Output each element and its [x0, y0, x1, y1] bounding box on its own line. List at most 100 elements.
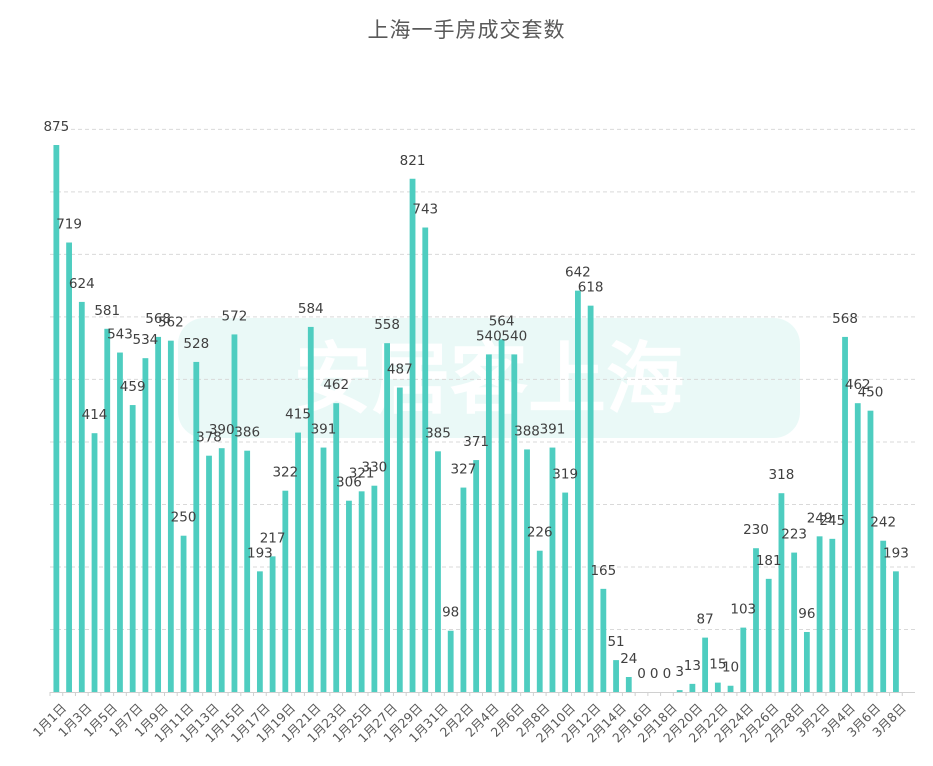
data-label: 217 [260, 530, 286, 546]
data-label: 319 [552, 467, 578, 483]
data-label: 181 [756, 553, 782, 569]
bar [91, 433, 98, 692]
data-label: 250 [171, 510, 197, 526]
bar [473, 460, 480, 692]
bar [384, 343, 390, 692]
bar [524, 449, 530, 692]
data-label: 327 [451, 462, 477, 478]
bar [104, 328, 111, 692]
data-label: 15 [709, 657, 726, 673]
data-label: 223 [781, 527, 807, 543]
bar [485, 354, 492, 692]
data-label: 581 [94, 303, 120, 319]
bar [536, 550, 543, 692]
data-label: 318 [769, 467, 795, 483]
bar [791, 552, 798, 692]
bar [803, 631, 810, 692]
data-label: 572 [222, 308, 248, 324]
bar [117, 352, 123, 692]
data-label: 543 [107, 327, 133, 343]
data-label: 415 [285, 407, 311, 423]
data-label: 321 [349, 465, 375, 481]
data-label: 13 [684, 658, 701, 674]
data-label: 462 [845, 377, 871, 393]
data-label: 306 [336, 475, 362, 491]
data-label: 87 [697, 612, 714, 628]
data-label: 459 [120, 379, 146, 395]
bar [193, 361, 200, 692]
data-label: 386 [234, 425, 260, 441]
bar [613, 660, 619, 692]
bar [587, 305, 594, 692]
bar [880, 540, 887, 692]
bar [702, 637, 709, 692]
data-label: 24 [620, 651, 637, 667]
bar [231, 334, 238, 692]
data-label: 391 [540, 422, 566, 438]
bar [78, 301, 85, 692]
data-label: 193 [883, 545, 909, 561]
bar [244, 450, 251, 692]
bar [53, 145, 60, 692]
data-label: 230 [743, 522, 769, 538]
bar [829, 538, 836, 692]
bar [600, 588, 607, 692]
data-label: 330 [361, 460, 387, 476]
value-labels: 8757196244145815434595345685622505283783… [43, 119, 908, 682]
bar [867, 410, 874, 692]
data-label: 462 [323, 377, 349, 393]
data-label: 624 [69, 276, 95, 292]
data-label: 528 [183, 336, 209, 352]
bar [295, 432, 301, 692]
bar [753, 548, 759, 692]
data-label: 322 [272, 465, 298, 481]
bar [269, 556, 276, 692]
bar [206, 455, 212, 692]
data-label: 98 [442, 605, 459, 621]
bar [498, 339, 505, 692]
data-label: 96 [798, 606, 815, 622]
data-label: 165 [590, 563, 616, 579]
data-label: 390 [209, 422, 235, 438]
data-label: 193 [247, 545, 273, 561]
bar [409, 178, 416, 693]
data-label: 226 [527, 525, 553, 541]
bar [842, 336, 848, 692]
bar [625, 676, 632, 692]
data-label: 540 [476, 328, 502, 344]
bar [562, 492, 569, 692]
data-label: 618 [578, 280, 604, 296]
data-label: 378 [196, 430, 222, 446]
bar [435, 451, 441, 692]
data-label: 540 [501, 328, 527, 344]
bar [282, 490, 289, 692]
data-label: 385 [425, 425, 451, 441]
data-label: 568 [145, 311, 171, 327]
bar [727, 685, 734, 692]
data-label: 562 [158, 315, 184, 331]
bar [371, 485, 378, 692]
bar [447, 630, 454, 692]
data-label: 564 [489, 313, 515, 329]
bar [689, 683, 696, 692]
data-label: 450 [858, 385, 884, 401]
bar [511, 354, 518, 692]
data-label: 568 [832, 311, 858, 327]
data-label: 487 [387, 362, 413, 378]
data-label: 0 [650, 666, 659, 682]
data-label: 3 [675, 664, 684, 680]
data-label: 743 [412, 202, 438, 218]
bar [854, 403, 861, 692]
bar [167, 340, 174, 692]
bar [765, 578, 772, 692]
data-label: 821 [400, 153, 426, 169]
data-label: 249 [807, 510, 833, 526]
data-label: 414 [82, 407, 108, 423]
bar [129, 405, 136, 692]
bar [396, 387, 403, 692]
bar [358, 491, 365, 692]
data-label: 51 [607, 634, 624, 650]
data-label: 242 [870, 515, 896, 531]
data-label: 584 [298, 301, 324, 317]
